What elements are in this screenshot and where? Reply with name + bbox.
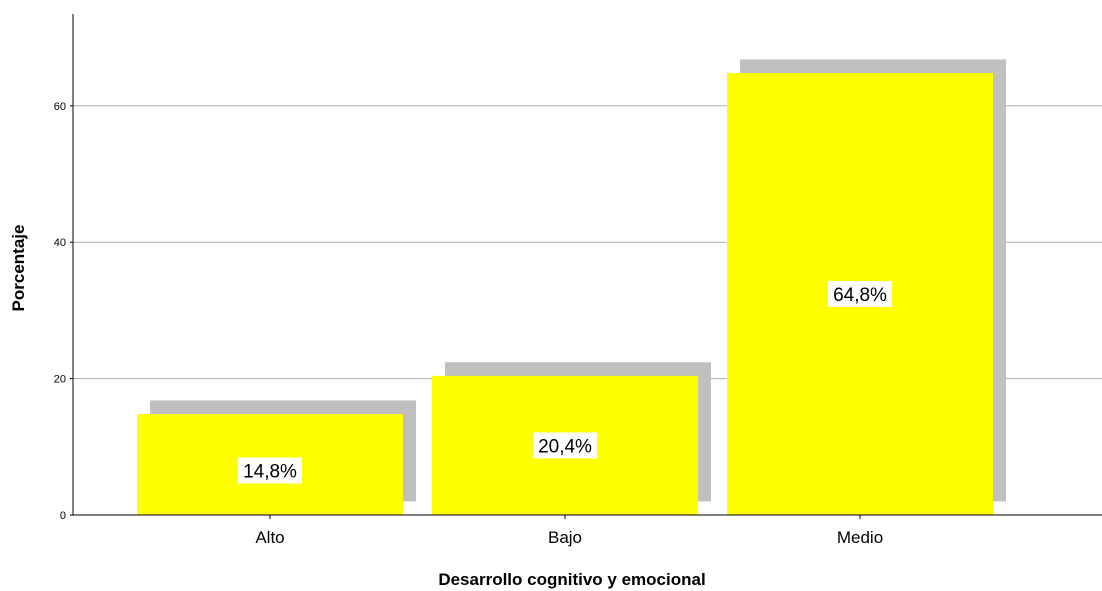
data-labels: 14,8% 20,4% 64,8%	[238, 281, 892, 484]
data-label: 14,8%	[243, 462, 297, 483]
y-tick-label: 20	[54, 374, 66, 386]
x-tick-label: Bajo	[548, 528, 582, 547]
axes	[72, 14, 1102, 516]
y-tick-label: 40	[54, 237, 66, 249]
x-tick-label: Alto	[255, 528, 284, 547]
data-label: 64,8%	[833, 285, 887, 306]
y-tick-labels: 0 20 40 60	[54, 101, 73, 522]
data-label-box	[828, 281, 892, 308]
x-tick-labels: Alto Bajo Medio	[255, 515, 883, 547]
x-tick-label: Medio	[837, 528, 883, 547]
x-axis-title: Desarrollo cognitivo y emocional	[438, 570, 705, 589]
data-label-box	[238, 457, 302, 484]
data-label: 20,4%	[538, 436, 592, 457]
y-tick-label: 60	[54, 101, 66, 113]
y-axis-title: Porcentaje	[9, 225, 28, 312]
data-label-box	[533, 432, 597, 459]
y-tick-label: 0	[60, 510, 66, 522]
